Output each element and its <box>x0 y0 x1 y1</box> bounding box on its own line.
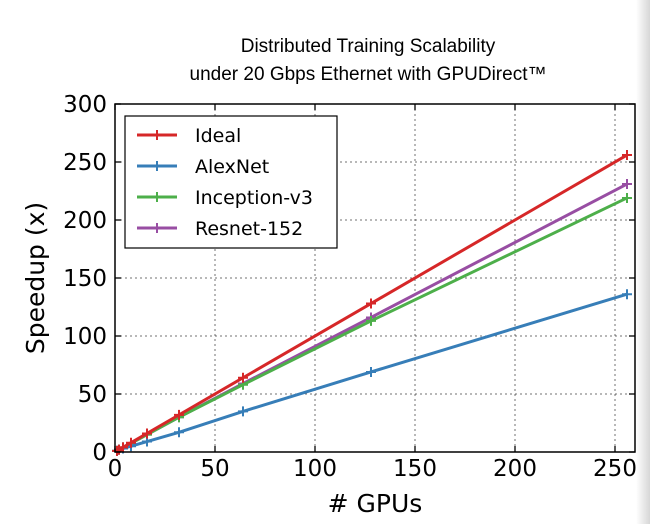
data-point <box>174 409 184 420</box>
x-axis-label: # GPUs <box>328 489 423 518</box>
legend-label: Resnet-152 <box>195 218 303 240</box>
axis-ticks: 0 50 100 150 200 250 0 50 100 150 200 250 300 <box>63 92 637 482</box>
y-tick-label: 250 <box>63 150 107 176</box>
data-point <box>366 315 376 326</box>
y-tick-label: 200 <box>63 208 107 234</box>
legend-marker <box>152 223 162 233</box>
legend-label: AlexNet <box>195 156 269 178</box>
data-point <box>622 150 632 161</box>
x-tick-label: 200 <box>493 456 537 482</box>
legend: Ideal AlexNet Inception-v3 Resnet-152 <box>124 115 338 249</box>
x-tick-label: 150 <box>393 456 437 482</box>
y-tick-label: 0 <box>92 440 107 466</box>
chart-title-line1: Distributed Training Scalability <box>241 36 496 57</box>
legend-item: Ideal <box>137 125 241 147</box>
y-tick-label: 300 <box>63 92 107 118</box>
legend-marker <box>152 161 162 171</box>
data-point <box>126 437 136 448</box>
data-point <box>112 445 122 456</box>
data-point <box>238 406 248 417</box>
y-axis-label: Speedup (x) <box>21 202 50 354</box>
data-point <box>622 179 632 190</box>
x-tick-label: 50 <box>200 456 229 482</box>
data-point <box>118 442 128 453</box>
data-point <box>366 298 376 309</box>
y-tick-label: 150 <box>63 266 107 292</box>
data-point <box>366 366 376 377</box>
legend-marker <box>152 192 162 202</box>
y-tick-label: 100 <box>63 324 107 350</box>
legend-box <box>124 115 338 249</box>
legend-item: Resnet-152 <box>137 218 303 240</box>
data-point <box>622 192 632 203</box>
legend-item: AlexNet <box>137 156 269 178</box>
data-point <box>238 372 248 383</box>
x-tick-label: 100 <box>293 456 337 482</box>
x-tick-label: 0 <box>108 456 123 482</box>
window-edge <box>636 0 650 524</box>
x-tick-label: 250 <box>593 456 637 482</box>
legend-label: Inception-v3 <box>195 187 313 209</box>
legend-label: Ideal <box>195 125 241 147</box>
series-ideal <box>112 150 632 456</box>
legend-item: Inception-v3 <box>137 187 313 209</box>
legend-marker <box>152 130 162 140</box>
y-tick-label: 50 <box>78 382 107 408</box>
data-point <box>622 289 632 300</box>
data-point <box>142 428 152 439</box>
chart-title-line2: under 20 Gbps Ethernet with GPUDirect™ <box>190 64 547 85</box>
data-point <box>174 427 184 438</box>
series-layer <box>112 150 632 456</box>
